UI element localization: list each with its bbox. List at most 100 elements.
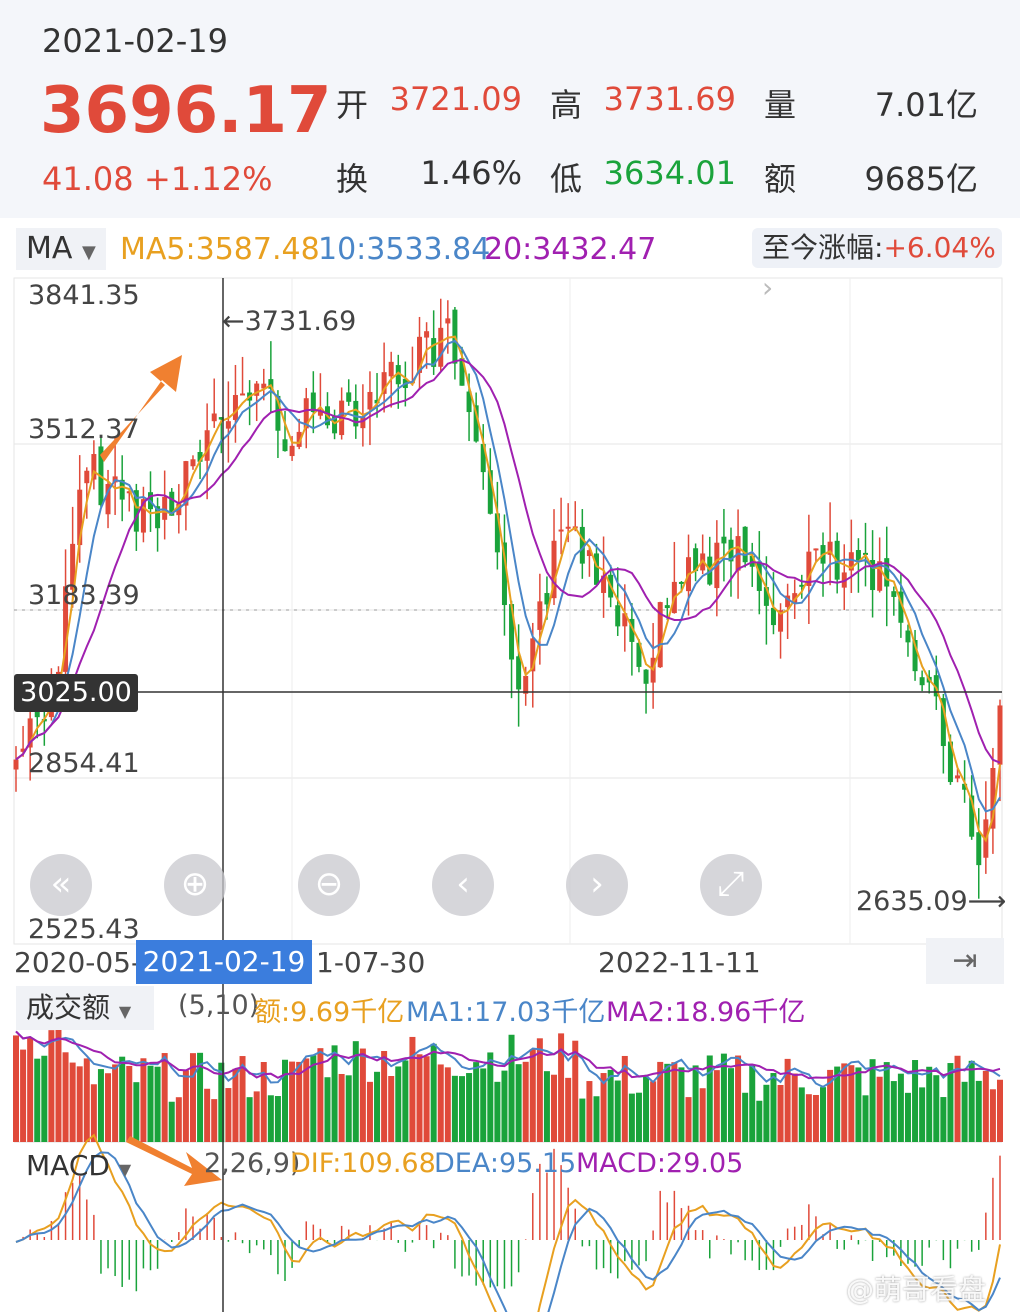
candle-body (303, 398, 309, 429)
chevron-down-icon: ▼ (118, 1002, 132, 1021)
volume-bar (685, 1097, 692, 1142)
volume-bar (827, 1069, 834, 1142)
prev-icon[interactable]: ‹ (432, 854, 494, 916)
volume-bar (274, 1096, 281, 1142)
volume-bar (919, 1087, 926, 1142)
candle-body (579, 526, 585, 564)
since-change-label: 至今涨幅: (762, 231, 884, 264)
candle-body (523, 675, 529, 694)
candle-body (275, 395, 281, 431)
quote-date: 2021-02-19 (42, 22, 228, 60)
candle-body (197, 452, 203, 462)
chevron-right-icon: › (762, 271, 774, 304)
candle-body (933, 675, 939, 697)
volume-bar (777, 1084, 784, 1142)
volume-bar (161, 1053, 168, 1142)
candle-body (119, 479, 125, 500)
volume-bar (83, 1058, 90, 1142)
volume-bar (55, 1029, 62, 1142)
candle-body (140, 499, 146, 533)
candle-body (169, 491, 175, 516)
macd-selector[interactable]: MACD ▼ (16, 1144, 140, 1188)
candle-body (848, 552, 854, 571)
candlesticks (13, 298, 1003, 899)
candle-body (501, 542, 507, 606)
volume-selector[interactable]: 成交额 ▼ (16, 986, 154, 1030)
candle-body (806, 551, 812, 586)
price-change-pct: +1.12% (144, 160, 273, 198)
ma5-value: MA5:3587.48 (120, 232, 320, 267)
rewind-icon[interactable]: « (30, 854, 92, 916)
volume-bar (968, 1060, 975, 1142)
price-change: 41.08 (42, 160, 134, 198)
volume-bar (359, 1048, 366, 1142)
volume-bar (119, 1056, 126, 1142)
volume-bar (62, 1052, 69, 1142)
fullscreen-icon[interactable]: ⤢ (700, 854, 762, 916)
candle-body (155, 506, 161, 529)
chart-overlay (14, 278, 1002, 1312)
volume-bar (706, 1055, 713, 1142)
volume-bar (770, 1073, 777, 1142)
candle-body (261, 383, 267, 389)
macd-dif: DIF:109.68 (290, 1148, 436, 1179)
ma-selector[interactable]: MA ▼ (16, 228, 106, 270)
volume-bar (112, 1064, 119, 1142)
volume-bar (395, 1066, 402, 1142)
volume-bar (402, 1060, 409, 1142)
macd-selector-label: MACD (26, 1149, 110, 1182)
volume-ma2-line (15, 1030, 1001, 1080)
volume-bar (961, 1081, 968, 1142)
candle-body (445, 318, 451, 324)
dif-line (15, 1133, 1001, 1312)
candle-body (756, 561, 762, 591)
y-label-2: 3512.37 (28, 414, 140, 445)
volume-bar (189, 1053, 196, 1142)
volume-bar (890, 1081, 897, 1142)
zoom-in-icon[interactable]: ⊕ (164, 854, 226, 916)
volume-bar (933, 1075, 940, 1142)
volume-bar (473, 1062, 480, 1142)
volume-bar (140, 1058, 147, 1142)
watermark: @萌哥看盘 (846, 1273, 987, 1306)
volume-bar (522, 1061, 529, 1142)
volume-bar (820, 1087, 827, 1142)
candle-body (615, 605, 621, 627)
main-panel-frame (13, 277, 1003, 945)
volume-bar (501, 1070, 508, 1142)
volume-bar (678, 1067, 685, 1142)
candle-body (962, 783, 968, 790)
volume-bar (735, 1055, 742, 1142)
volume-selector-label: 成交额 (26, 991, 111, 1024)
zoom-out-icon[interactable]: ⊖ (298, 854, 360, 916)
volume-bar (13, 1035, 19, 1142)
candle-body (770, 607, 776, 626)
candle-body (438, 327, 444, 367)
volume-bar (671, 1062, 678, 1142)
volume-bar (147, 1065, 154, 1142)
since-change-button[interactable]: 至今涨幅:+6.04% › (752, 228, 1002, 304)
candle-body (742, 526, 748, 563)
volume-bar (182, 1070, 189, 1142)
volume-bar (897, 1073, 904, 1142)
volume-bar (664, 1063, 671, 1142)
volume-bar (211, 1099, 218, 1142)
next-icon[interactable]: › (566, 854, 628, 916)
candle-body (289, 445, 295, 457)
jump-end-icon[interactable]: ⇥ (926, 938, 1004, 984)
candle-body (218, 417, 224, 420)
volume-bar (543, 1071, 550, 1142)
volume-bars (13, 1029, 1003, 1143)
volume-bar (168, 1101, 175, 1142)
candle-body (558, 529, 564, 532)
volume-bar (69, 1062, 76, 1142)
volume-bar (246, 1097, 253, 1142)
volume-bar (423, 1056, 430, 1142)
ma20-value: 20:3432.47 (484, 232, 657, 267)
since-change-value: +6.04% (883, 231, 996, 264)
volume-bar (34, 1058, 41, 1142)
chart-grid (13, 277, 1003, 945)
candle-body (346, 392, 352, 402)
candle-body (586, 550, 592, 557)
